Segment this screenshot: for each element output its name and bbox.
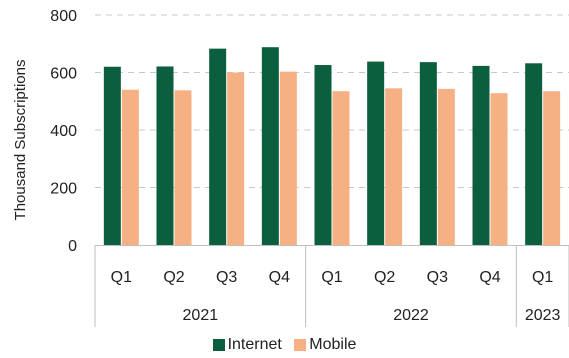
group-label-2021: 2021: [183, 307, 219, 324]
legend-label-internet: Internet: [227, 336, 282, 353]
bar-mobile-4: [332, 91, 350, 245]
bar-mobile-7: [490, 93, 508, 245]
bar-internet-5: [367, 61, 385, 246]
x-tick-label-8: Q1: [532, 269, 553, 286]
x-tick-label-7: Q4: [479, 269, 500, 286]
x-tick-label-5: Q2: [374, 269, 395, 286]
bar-internet-3: [261, 47, 279, 246]
y-tick-label-0: 0: [68, 238, 77, 255]
bar-mobile-8: [543, 91, 561, 245]
bar-mobile-6: [437, 88, 455, 245]
bar-mobile-5: [385, 88, 403, 245]
bar-internet-1: [156, 66, 174, 246]
bar-internet-6: [419, 62, 437, 246]
legend-item-mobile: Mobile: [294, 336, 356, 354]
bar-mobile-3: [279, 71, 297, 245]
group-label-2023: 2023: [525, 307, 561, 324]
y-axis-title: Thousand Subscriptions: [12, 60, 29, 221]
bar-internet-2: [209, 48, 227, 246]
group-label-2022: 2022: [393, 307, 429, 324]
bar-mobile-2: [227, 72, 245, 245]
y-tick-label-400: 400: [50, 123, 77, 140]
x-tick-label-3: Q4: [269, 269, 290, 286]
x-tick-label-2: Q3: [216, 269, 237, 286]
bar-mobile-1: [174, 90, 192, 245]
legend-item-internet: Internet: [212, 336, 282, 354]
bar-internet-8: [525, 63, 543, 245]
x-tick-label-1: Q2: [163, 269, 184, 286]
legend-label-mobile: Mobile: [309, 336, 357, 353]
chart-svg: 0 200 400 600 800 Thousand Subscriptions Q1 Q2 Q…: [12, 8, 569, 327]
legend: Internet Mobile: [0, 336, 569, 356]
x-tick-label-6: Q3: [427, 269, 448, 286]
bar-internet-7: [472, 65, 490, 245]
bar-internet-4: [314, 65, 332, 246]
x-tick-label-0: Q1: [111, 269, 132, 286]
bar-internet-0: [103, 66, 121, 245]
y-tick-label-600: 600: [50, 66, 77, 83]
legend-swatch-internet: [212, 339, 225, 351]
y-tick-label-800: 800: [50, 8, 77, 25]
legend-swatch-mobile: [294, 339, 307, 351]
bar-mobile-0: [121, 89, 139, 245]
y-tick-label-200: 200: [50, 181, 77, 198]
x-tick-label-4: Q1: [321, 269, 342, 286]
